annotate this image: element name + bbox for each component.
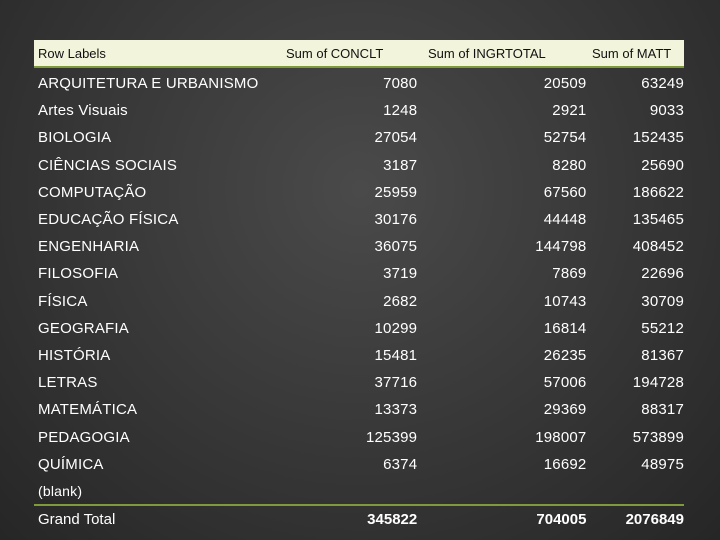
row-label[interactable]: (blank): [38, 482, 83, 499]
total-divider: [34, 503, 684, 506]
table-row[interactable]: COMPUTAÇÃO 25959 67560 186622: [34, 179, 684, 206]
cell-conclt[interactable]: 7080: [383, 75, 418, 93]
row-label[interactable]: QUÍMICA: [38, 455, 104, 473]
cell-ingrtotal[interactable]: 29369: [543, 401, 587, 419]
cell-matt[interactable]: 63249: [641, 75, 684, 93]
cell-matt[interactable]: 25690: [641, 156, 684, 174]
table-row[interactable]: PEDAGOGIA 125399 198007 573899: [34, 423, 684, 450]
header-row-labels[interactable]: Row Labels: [38, 45, 106, 61]
table-row[interactable]: LETRAS 37716 57006 194728: [34, 369, 684, 396]
cell-ingrtotal[interactable]: 7869: [552, 265, 587, 283]
cell-matt[interactable]: 194728: [632, 374, 684, 392]
table-row[interactable]: ENGENHARIA 36075 144798 408452: [34, 233, 684, 260]
table-row[interactable]: CIÊNCIAS SOCIAIS 3187 8280 25690: [34, 152, 684, 179]
row-label[interactable]: PEDAGOGIA: [38, 428, 130, 446]
cell-ingrtotal[interactable]: 52754: [543, 129, 587, 147]
row-label[interactable]: LETRAS: [38, 374, 98, 392]
cell-ingrtotal[interactable]: 26235: [543, 346, 587, 364]
row-label[interactable]: FILOSOFIA: [38, 265, 119, 283]
row-label[interactable]: HISTÓRIA: [38, 346, 111, 364]
cell-matt[interactable]: 9033: [649, 102, 684, 120]
cell-conclt[interactable]: 3719: [383, 265, 418, 283]
table-row[interactable]: FILOSOFIA 3719 7869 22696: [34, 260, 684, 287]
cell-conclt[interactable]: 27054: [374, 129, 418, 147]
cell-conclt[interactable]: 125399: [365, 428, 418, 446]
cell-conclt[interactable]: 1248: [383, 102, 418, 120]
table-row[interactable]: EDUCAÇÃO FÍSICA 30176 44448 135465: [34, 206, 684, 233]
cell-conclt[interactable]: 3187: [383, 156, 418, 174]
cell-ingrtotal[interactable]: 8280: [552, 156, 587, 174]
cell-ingrtotal[interactable]: 44448: [543, 211, 587, 229]
cell-conclt[interactable]: 30176: [374, 211, 418, 229]
row-label[interactable]: FÍSICA: [38, 292, 88, 310]
cell-conclt[interactable]: 6374: [383, 455, 418, 473]
table-row[interactable]: MATEMÁTICA 13373 29369 88317: [34, 396, 684, 423]
table-row[interactable]: Artes Visuais 1248 2921 9033: [34, 97, 684, 124]
cell-matt[interactable]: 408452: [632, 238, 684, 256]
row-label[interactable]: MATEMÁTICA: [38, 401, 138, 419]
cell-ingrtotal[interactable]: 16814: [543, 319, 587, 337]
row-label[interactable]: Artes Visuais: [38, 102, 128, 120]
cell-matt[interactable]: 81367: [641, 346, 684, 364]
grand-total-matt[interactable]: 2076849: [625, 511, 684, 529]
row-label[interactable]: COMPUTAÇÃO: [38, 183, 147, 201]
grand-total-row[interactable]: Grand Total 345822 704005 2076849: [34, 506, 684, 534]
cell-ingrtotal[interactable]: 144798: [535, 238, 587, 256]
grand-total-label: Grand Total: [38, 511, 116, 529]
cell-ingrtotal[interactable]: 57006: [543, 374, 587, 392]
cell-matt[interactable]: 152435: [632, 129, 684, 147]
row-label[interactable]: ARQUITETURA E URBANISMO: [38, 75, 259, 93]
table-row[interactable]: QUÍMICA 6374 16692 48975: [34, 451, 684, 478]
cell-matt[interactable]: 135465: [632, 211, 684, 229]
cell-matt[interactable]: 186622: [632, 183, 684, 201]
cell-ingrtotal[interactable]: 10743: [543, 292, 587, 310]
header-sum-matt[interactable]: Sum of MATT: [592, 45, 672, 61]
cell-matt[interactable]: 48975: [641, 455, 684, 473]
row-label[interactable]: ENGENHARIA: [38, 238, 140, 256]
cell-conclt[interactable]: 10299: [374, 319, 418, 337]
row-label[interactable]: EDUCAÇÃO FÍSICA: [38, 211, 179, 229]
row-label[interactable]: CIÊNCIAS SOCIAIS: [38, 156, 178, 174]
row-label[interactable]: GEOGRAFIA: [38, 319, 129, 337]
grand-total-ingrtotal[interactable]: 704005: [536, 511, 587, 529]
grand-total-conclt[interactable]: 345822: [367, 511, 418, 529]
cell-ingrtotal[interactable]: 198007: [535, 428, 587, 446]
header-sum-conclt[interactable]: Sum of CONCLT: [286, 45, 384, 61]
cell-matt[interactable]: 573899: [632, 428, 684, 446]
table-row[interactable]: (blank): [34, 478, 684, 504]
table-row[interactable]: BIOLOGIA 27054 52754 152435: [34, 124, 684, 151]
cell-matt[interactable]: 55212: [641, 319, 684, 337]
header-sum-ingrtotal[interactable]: Sum of INGRTOTAL: [428, 45, 546, 61]
cell-ingrtotal[interactable]: 20509: [543, 75, 587, 93]
cell-conclt[interactable]: 37716: [374, 374, 418, 392]
cell-matt[interactable]: 88317: [641, 401, 684, 419]
pivot-table: Row Labels Sum of CONCLT Sum of INGRTOTA…: [34, 40, 684, 534]
cell-conclt[interactable]: 2682: [383, 292, 418, 310]
cell-ingrtotal[interactable]: 2921: [552, 102, 587, 120]
cell-conclt[interactable]: 25959: [374, 183, 418, 201]
row-label[interactable]: BIOLOGIA: [38, 129, 112, 147]
table-row[interactable]: GEOGRAFIA 10299 16814 55212: [34, 315, 684, 342]
cell-matt[interactable]: 22696: [641, 265, 684, 283]
pivot-body: ARQUITETURA E URBANISMO 7080 20509 63249 Art…: [34, 70, 684, 504]
cell-matt[interactable]: 30709: [641, 292, 684, 310]
cell-conclt[interactable]: 15481: [374, 346, 418, 364]
table-row[interactable]: HISTÓRIA 15481 26235 81367: [34, 342, 684, 369]
table-row[interactable]: ARQUITETURA E URBANISMO 7080 20509 63249: [34, 70, 684, 97]
cell-conclt[interactable]: 13373: [374, 401, 418, 419]
cell-conclt[interactable]: 36075: [374, 238, 418, 256]
cell-ingrtotal[interactable]: 16692: [543, 455, 587, 473]
cell-ingrtotal[interactable]: 67560: [543, 183, 587, 201]
pivot-header-row: Row Labels Sum of CONCLT Sum of INGRTOTA…: [34, 40, 684, 68]
table-row[interactable]: FÍSICA 2682 10743 30709: [34, 288, 684, 315]
